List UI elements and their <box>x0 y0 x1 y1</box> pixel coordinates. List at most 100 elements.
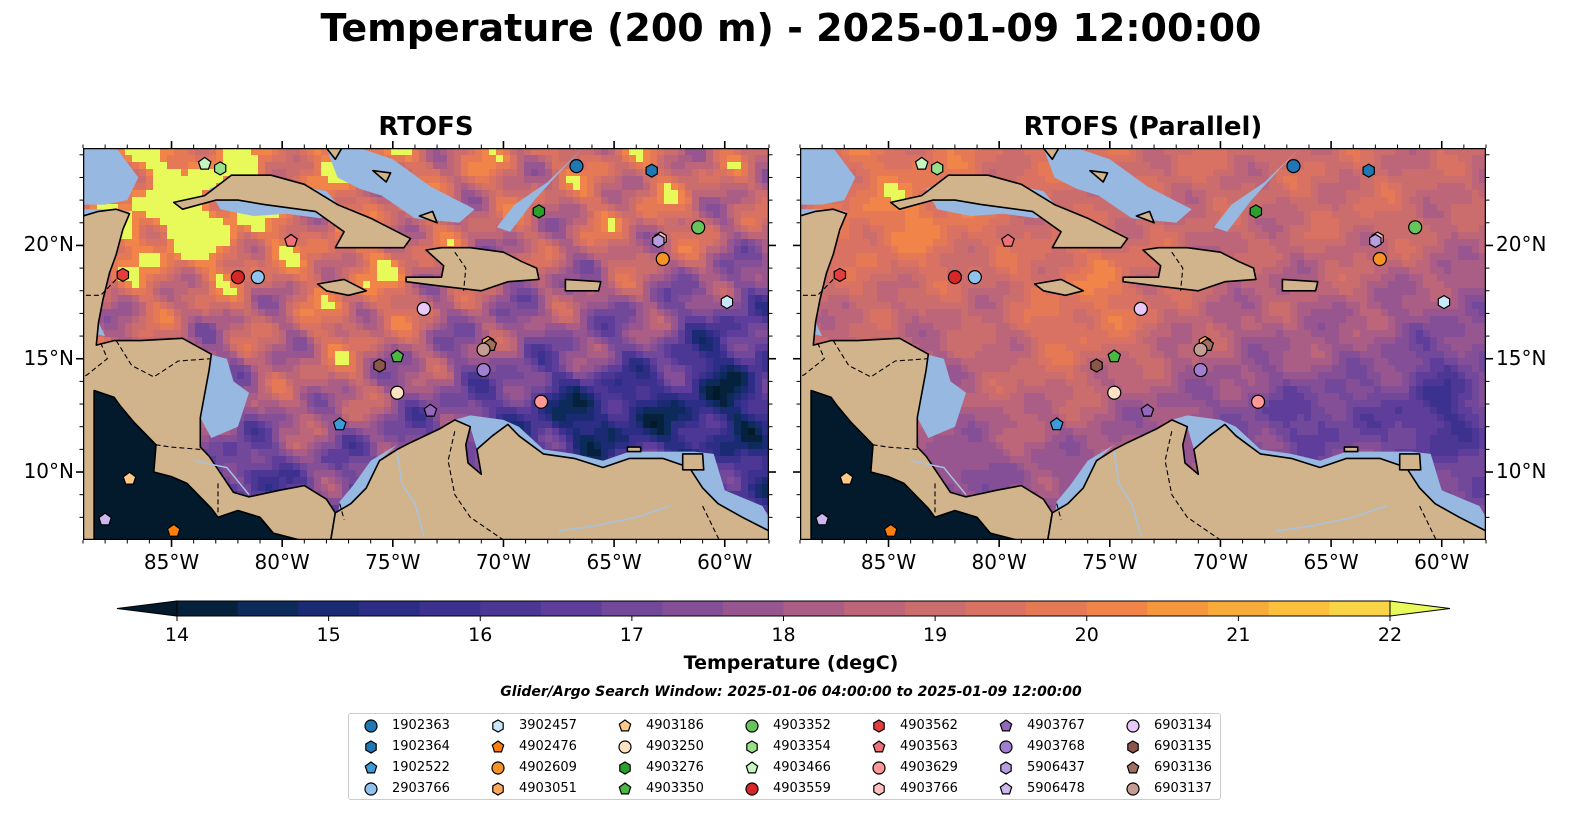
colorbar-bin <box>783 601 845 616</box>
float-4903250-marker <box>1107 385 1122 400</box>
land-pr <box>1281 278 1319 292</box>
legend-marker-hexagon-icon <box>873 782 885 796</box>
legend-marker-hexagon-icon <box>365 740 377 754</box>
legend-label: 4903563 <box>900 739 958 754</box>
float-1902363-marker <box>1286 159 1301 174</box>
float-4903629-marker <box>1250 394 1266 409</box>
float-6903134-marker <box>1133 301 1148 316</box>
float-3902457-marker <box>1437 294 1451 310</box>
legend-marker-pentagon-icon <box>999 719 1013 732</box>
x-tick-label: 85°W <box>860 550 917 574</box>
float-4903563-marker <box>284 233 298 247</box>
legend-marker-hexagon-icon <box>492 719 504 733</box>
legend-label: 4903276 <box>646 760 704 775</box>
legend-marker-pentagon-icon <box>491 740 505 753</box>
y-tick-label-right: 15°N <box>1496 345 1547 370</box>
legend-label: 5906437 <box>1027 760 1085 775</box>
float-6903135-marker <box>1090 358 1103 373</box>
rivers <box>193 451 670 536</box>
x-tick-label: 60°W <box>1414 550 1470 574</box>
float-6903137-marker <box>1193 342 1208 357</box>
float-4902476-marker <box>166 523 181 537</box>
legend-marker-circle-icon <box>618 740 632 754</box>
land-jamaica <box>316 278 368 297</box>
legend-marker-pentagon-icon <box>618 782 632 795</box>
colorbar-bin <box>237 601 299 616</box>
map-frame <box>800 148 1486 540</box>
float-1902364-marker <box>1362 163 1375 178</box>
colorbar-tick-label: 20 <box>1074 624 1099 646</box>
legend-marker-pentagon-icon <box>745 761 759 774</box>
land-cuba <box>172 174 412 249</box>
legend-marker <box>872 740 886 753</box>
float-4903354-marker <box>931 161 944 176</box>
y-tick-label-left: 15°N <box>23 345 74 370</box>
land-jamaica <box>1033 278 1085 297</box>
colorbar-bin <box>844 601 906 616</box>
float-4903250-marker <box>390 385 405 400</box>
legend-label: 4903766 <box>900 781 958 796</box>
legend-marker-circle-icon <box>364 719 378 733</box>
legend-label: 4903352 <box>773 718 831 733</box>
x-tick-label: 80°W <box>971 550 1027 574</box>
x-tick-label: 60°W <box>697 550 753 574</box>
legend-marker-circle-icon <box>364 782 378 796</box>
legend-marker <box>1126 761 1140 774</box>
float-5906478-marker <box>815 512 830 526</box>
land-bahamas1 <box>325 148 343 161</box>
colorbar-tick-label: 19 <box>923 624 948 646</box>
legend-marker-hexagon-icon <box>873 719 885 733</box>
legend-marker-hexagon-icon <box>1000 761 1012 775</box>
x-tick-label: 65°W <box>586 550 642 574</box>
float-4903354-marker <box>214 161 227 176</box>
float-4903350-marker <box>390 349 405 363</box>
float-4903466-marker <box>914 156 929 170</box>
legend-marker <box>999 719 1013 732</box>
colorbar-tick-label: 17 <box>619 624 644 646</box>
legend-label: 4903629 <box>900 760 958 775</box>
land-margarita <box>1343 446 1359 453</box>
colorbar-under-arrow <box>116 600 178 617</box>
legend-marker <box>745 719 759 733</box>
float-4903276-marker <box>532 204 546 219</box>
legend-marker-circle-icon <box>745 719 759 733</box>
legend-marker-circle-icon <box>1126 719 1140 733</box>
legend-label: 4903186 <box>646 718 704 733</box>
float-4903563-marker <box>1001 233 1015 247</box>
legend-label: 4903250 <box>646 739 704 754</box>
colorbar-bin <box>1026 601 1088 616</box>
float-4903466-marker <box>197 156 212 170</box>
float-5906437-marker <box>652 233 665 249</box>
colorbar-bin <box>601 601 663 616</box>
legend-marker <box>619 761 631 775</box>
land-bahamas3 <box>1135 210 1155 224</box>
land-bahamas1 <box>1042 148 1060 161</box>
legend-marker <box>745 782 759 796</box>
colorbar-tick-label: 16 <box>468 624 493 646</box>
float-5906478-marker <box>98 512 113 526</box>
y-tick-label-right: 10°N <box>1496 459 1547 484</box>
legend-marker <box>873 719 885 733</box>
legend-marker-hexagon-icon <box>492 782 504 796</box>
float-4903186-marker <box>122 471 137 485</box>
float-4903559-marker <box>230 270 246 285</box>
x-tick-label: 65°W <box>1303 550 1359 574</box>
legend-label: 4903559 <box>773 781 831 796</box>
colorbar-bin <box>480 601 542 616</box>
land-bahamas3 <box>418 210 438 224</box>
colorbar-bin <box>1208 601 1270 616</box>
land-cuba <box>889 174 1129 249</box>
legend-marker <box>491 740 505 753</box>
legend-label: 6903135 <box>1154 739 1212 754</box>
colorbar-tick-label: 21 <box>1226 624 1251 646</box>
legend-marker-pentagon-icon <box>999 782 1013 795</box>
legend-marker <box>745 761 759 774</box>
x-tick-label: 75°W <box>1082 550 1138 574</box>
legend-marker-pentagon-icon <box>618 719 632 732</box>
legend-marker-hexagon-icon <box>1127 740 1139 754</box>
legend-marker <box>365 740 377 754</box>
legend-label: 1902522 <box>392 760 450 775</box>
colorbar-bin <box>1329 601 1391 616</box>
map-rtofs <box>83 148 769 540</box>
legend-marker <box>872 761 886 775</box>
